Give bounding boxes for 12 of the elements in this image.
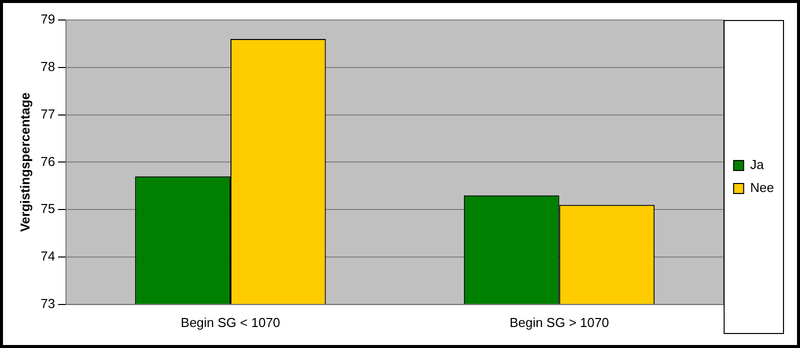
x-tick-label: Begin SG > 1070 xyxy=(510,314,609,330)
y-tick-label: 74 xyxy=(40,248,56,264)
y-tick-label: 79 xyxy=(40,12,56,27)
y-tick-label: 75 xyxy=(40,201,56,216)
legend-label: Nee xyxy=(750,180,774,196)
y-tick-label: 78 xyxy=(40,58,56,74)
y-axis-title: Vergistingspercentage xyxy=(17,92,32,232)
x-tick-label: Begin SG < 1070 xyxy=(180,314,280,330)
y-tick-label: 76 xyxy=(40,154,56,169)
legend-label: Ja xyxy=(750,157,765,172)
y-tick-label: 73 xyxy=(40,296,56,311)
y-tick-label: 77 xyxy=(40,106,56,122)
